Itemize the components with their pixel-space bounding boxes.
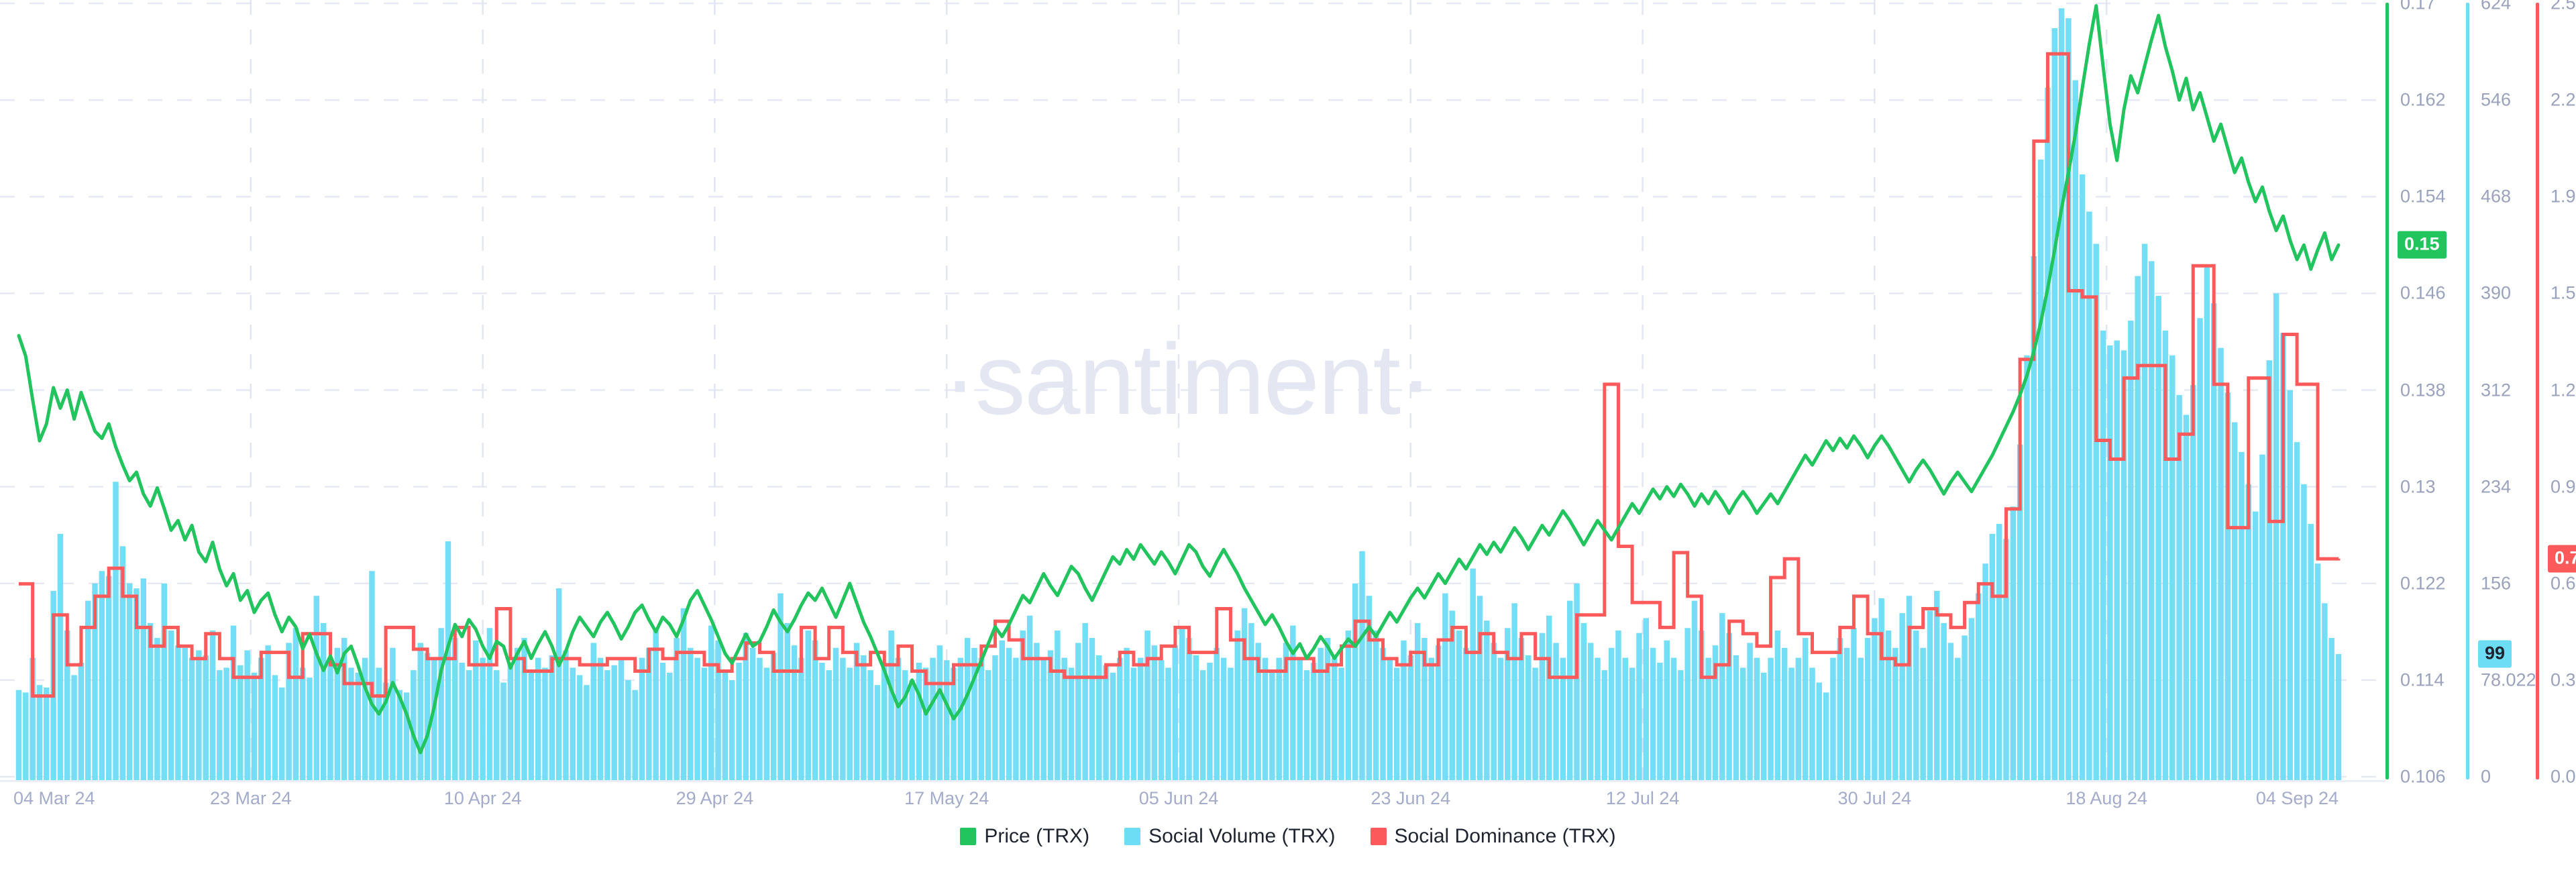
chart-legend: Price (TRX) Social Volume (TRX) Social Dom…	[0, 825, 2576, 848]
x-axis-tick-label: 29 Apr 24	[676, 788, 754, 808]
y-axis-social-volume-line	[2466, 3, 2469, 779]
axis-tick-label: 156	[2481, 573, 2512, 594]
y-axis-social-dominance[interactable]: 2.522% 2.212% 1.902% 1.592% 1.282% 0.972% 0.66…	[2536, 0, 2576, 787]
legend-item[interactable]: Price (TRX)	[960, 825, 1089, 848]
x-axis-tick-label: 23 Mar 24	[210, 788, 292, 808]
axis-tick-label: 0.352%	[2551, 669, 2576, 690]
legend-item[interactable]: Social Volume (TRX)	[1124, 825, 1336, 848]
axis-current-value-badge: 0.15	[2398, 231, 2447, 259]
axis-tick-label: 0.114	[2400, 669, 2445, 690]
x-axis-tick-label: 10 Apr 24	[443, 788, 522, 808]
x-axis-tick-label: 30 Jul 24	[1837, 788, 1912, 808]
axis-tick-label: 546	[2481, 89, 2512, 110]
x-axis-tick-label: 12 Jul 24	[1605, 788, 1680, 808]
axis-tick-label: 0.162	[2400, 89, 2446, 110]
axis-tick-label: 0.17	[2400, 0, 2436, 13]
y-axis-social-volume[interactable]: 624 546 468 390 312 234 156 78.022 0 99	[2466, 0, 2540, 787]
x-axis-tick-label: 23 Jun 24	[1371, 788, 1451, 808]
axis-tick-label: 0.972%	[2551, 476, 2576, 497]
y-axis-price-line	[2385, 3, 2389, 779]
axis-current-value-badge: 0.741%	[2548, 545, 2576, 573]
legend-swatch-price-icon	[960, 828, 977, 845]
y-axis-price[interactable]: 0.17 0.162 0.154 0.146 0.138 0.13 0.122 0.114 0.…	[2385, 0, 2479, 787]
axis-tick-label: 78.022	[2481, 669, 2536, 690]
axis-tick-label: 0	[2481, 766, 2491, 787]
axis-tick-label: 2.212%	[2551, 89, 2576, 110]
x-axis-baseline	[0, 780, 2385, 782]
social-volume-bars	[15, 8, 2342, 781]
axis-tick-label: 1.282%	[2551, 380, 2576, 400]
legend-item-label: Price (TRX)	[984, 825, 1090, 847]
axis-tick-label: 2.522%	[2551, 0, 2576, 13]
x-axis-tick-label: 04 Sep 24	[2255, 788, 2339, 808]
axis-tick-label: 0.138	[2400, 380, 2446, 400]
grid-lines	[0, 0, 2385, 782]
y-axis-social-dominance-line	[2536, 3, 2539, 779]
axis-tick-label: 0.662%	[2551, 573, 2576, 594]
axis-tick-label: 0.146	[2400, 282, 2446, 303]
axis-tick-label: 390	[2481, 282, 2512, 303]
series-lines	[17, 4, 2341, 755]
axis-tick-label: 624	[2481, 0, 2512, 13]
axis-current-value-badge: 99	[2478, 640, 2512, 668]
axis-tick-label: 312	[2481, 380, 2512, 400]
legend-item-label: Social Dominance (TRX)	[1394, 825, 1616, 847]
axis-tick-label: 1.592%	[2551, 282, 2576, 303]
axis-tick-label: 0.13	[2400, 476, 2436, 497]
legend-item[interactable]: Social Dominance (TRX)	[1370, 825, 1616, 848]
axis-tick-label: 0.154	[2400, 186, 2446, 207]
axis-tick-label: 234	[2481, 476, 2512, 497]
x-axis-tick-label: 05 Jun 24	[1138, 788, 1219, 808]
plot-area[interactable]: ·santiment·	[0, 0, 2385, 782]
axis-tick-label: 0.041%	[2551, 766, 2576, 787]
axis-tick-label: 1.902%	[2551, 186, 2576, 207]
legend-swatch-social-volume-icon	[1124, 828, 1141, 845]
legend-item-label: Social Volume (TRX)	[1148, 825, 1336, 847]
axis-tick-label: 0.122	[2400, 573, 2446, 594]
x-axis-tick-label: 17 May 24	[904, 788, 989, 808]
x-axis-tick-label: 04 Mar 24	[13, 788, 95, 808]
axis-tick-label: 468	[2481, 186, 2512, 207]
legend-swatch-social-dominance-icon	[1370, 828, 1387, 845]
x-axis-tick-label: 18 Aug 24	[2065, 788, 2147, 808]
axis-tick-label: 0.106	[2400, 766, 2446, 787]
